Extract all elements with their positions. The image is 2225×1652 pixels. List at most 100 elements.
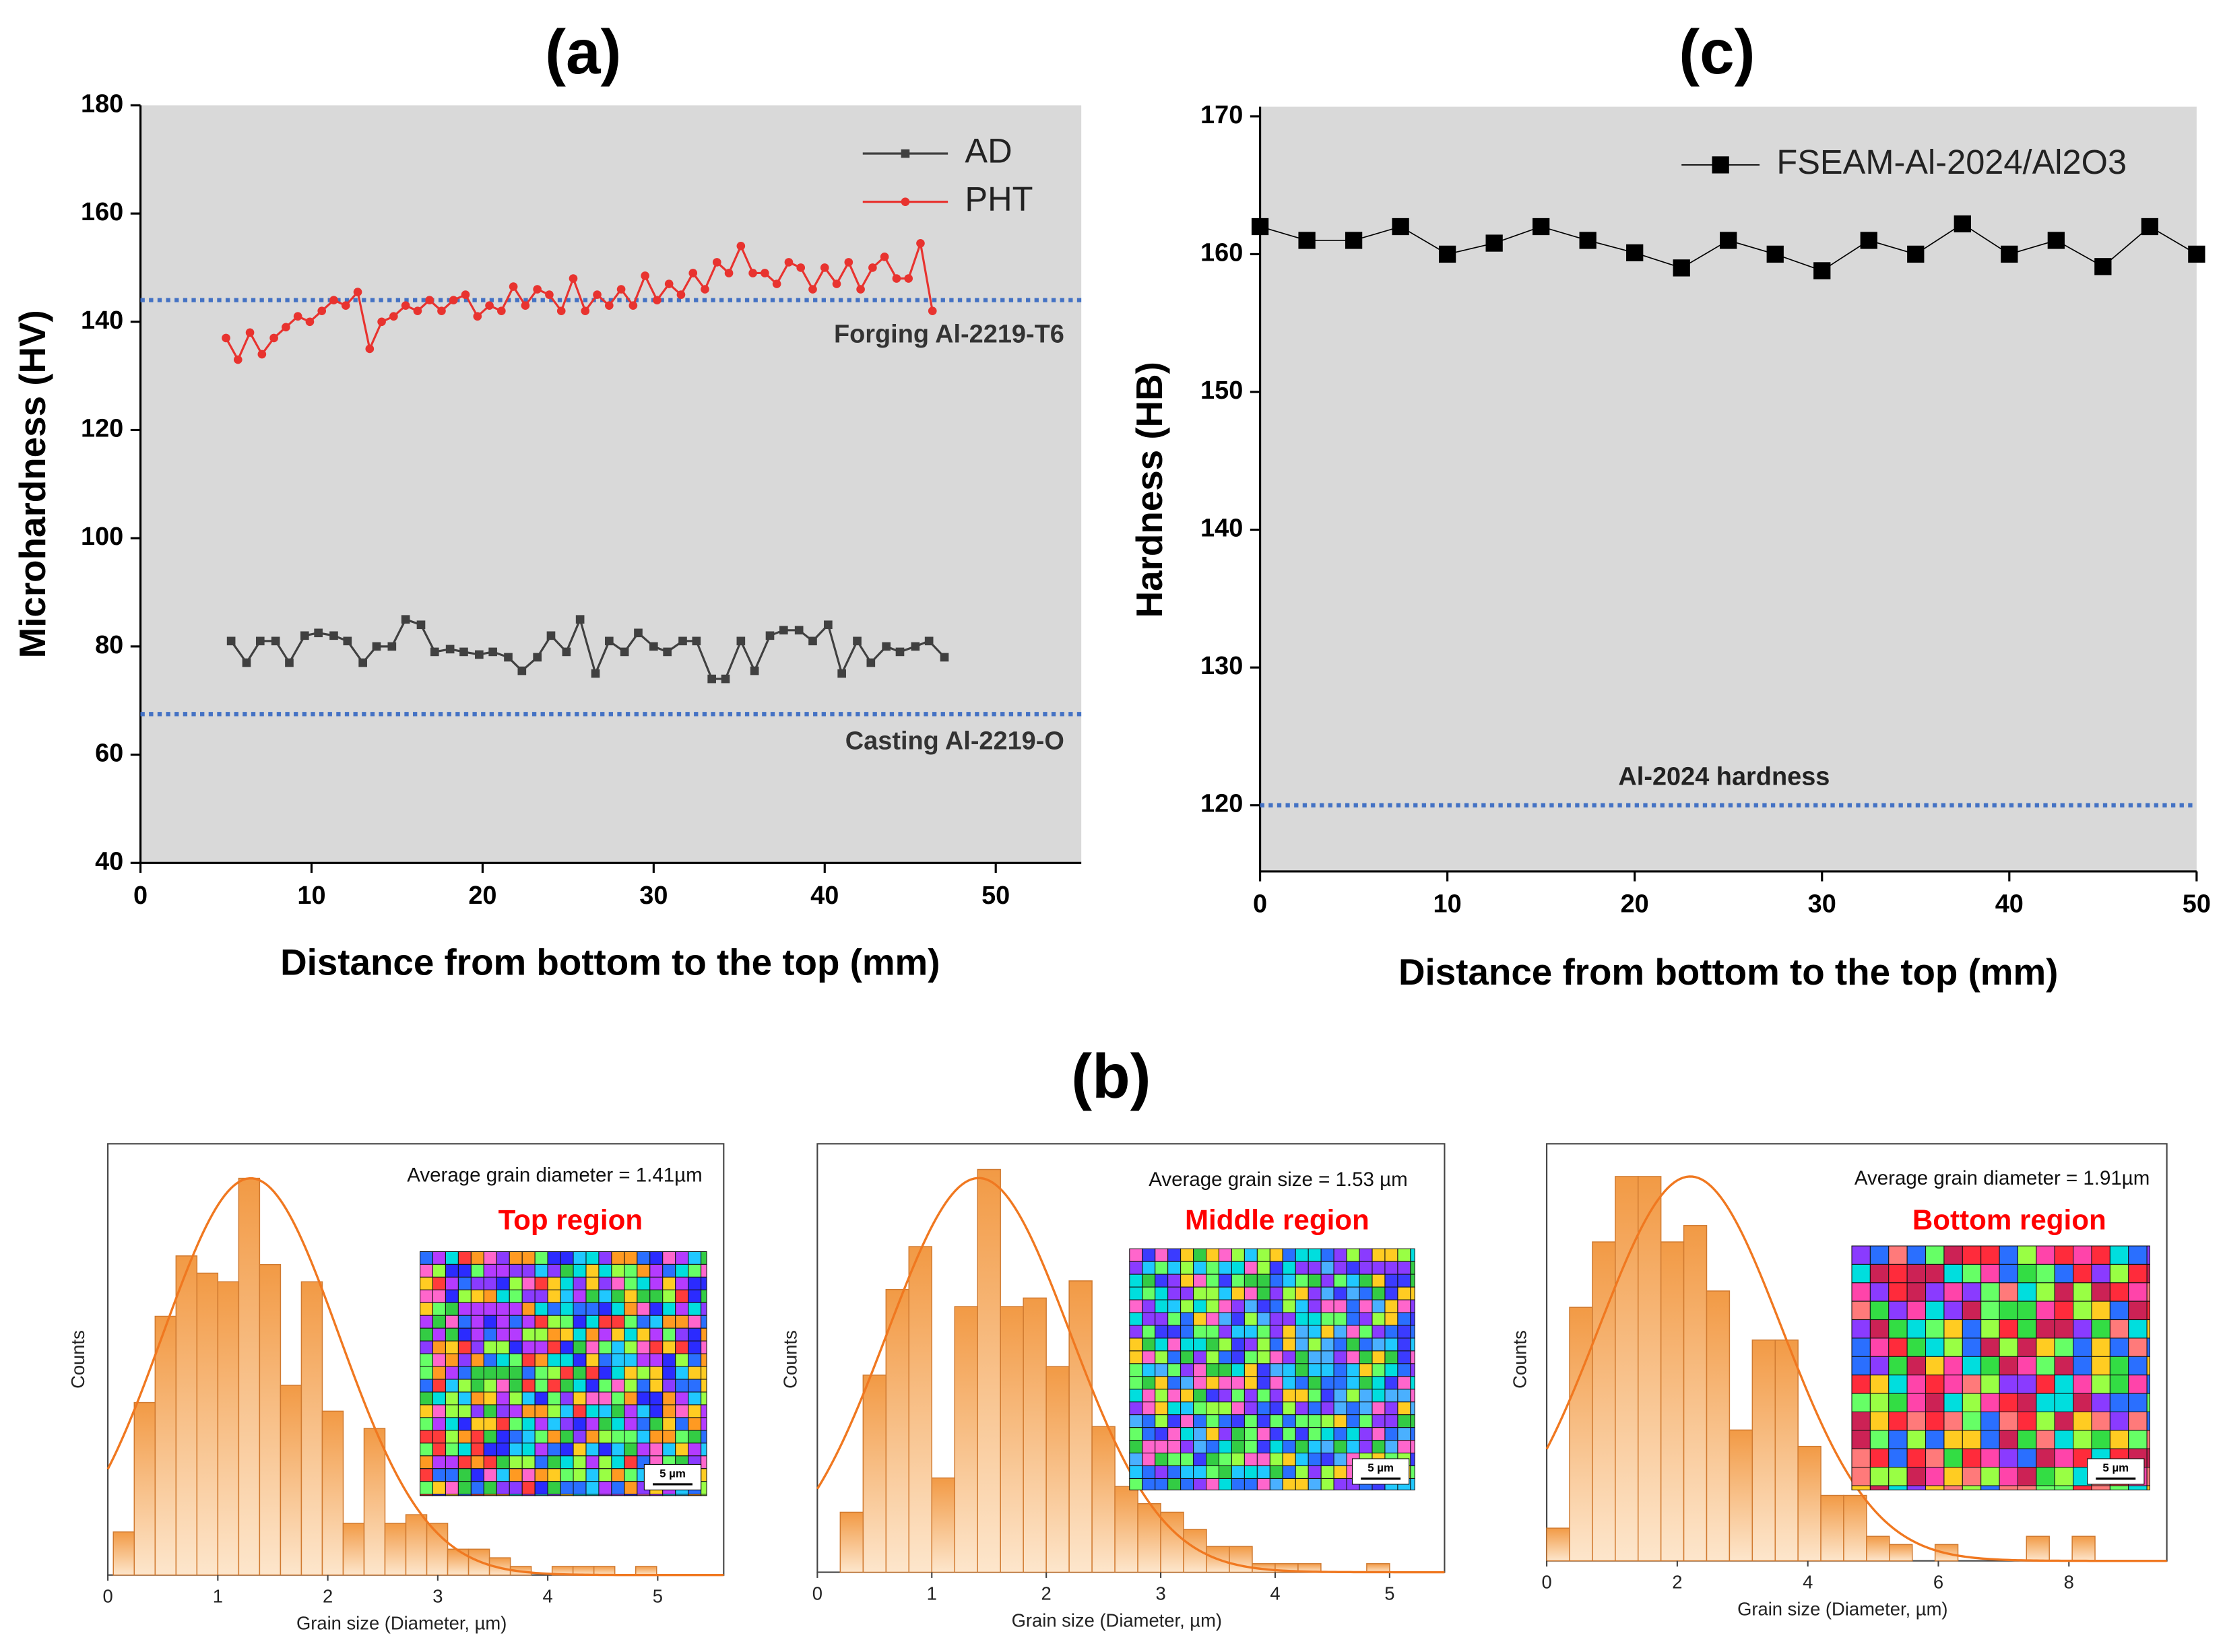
grain [1231, 1427, 1245, 1441]
grain [1308, 1337, 1322, 1352]
grain [521, 1340, 536, 1354]
grain [1888, 1337, 1908, 1357]
grain [1206, 1299, 1220, 1313]
data-point [329, 631, 338, 640]
grain [1384, 1274, 1398, 1288]
grain [585, 1327, 600, 1342]
grain [598, 1494, 612, 1496]
grain [637, 1443, 651, 1457]
grain [2109, 1282, 2129, 1302]
data-point [257, 350, 267, 359]
grain [1193, 1414, 1207, 1428]
histogram-bar [1615, 1176, 1639, 1562]
grain [1410, 1389, 1415, 1403]
histogram-bar [426, 1523, 449, 1576]
data-point [1251, 218, 1269, 236]
grain [1410, 1350, 1415, 1364]
grain [1193, 1350, 1207, 1364]
grain [1206, 1261, 1220, 1275]
grain [1142, 1427, 1156, 1441]
data-point [2047, 232, 2065, 249]
grain [573, 1340, 587, 1354]
grain [1142, 1478, 1156, 1490]
grain [1333, 1440, 1347, 1454]
grain [1943, 1448, 1963, 1468]
data-point [2094, 258, 2112, 275]
grain [1256, 1427, 1270, 1441]
histogram-bar [1683, 1225, 1708, 1562]
grain [2109, 1245, 2129, 1265]
grain [598, 1315, 612, 1329]
grain [1359, 1401, 1373, 1416]
grain [1888, 1282, 1908, 1302]
grain [1980, 1393, 2000, 1413]
grain [521, 1468, 536, 1482]
grain [1282, 1363, 1296, 1377]
data-point [389, 312, 398, 321]
grain [1851, 1411, 1871, 1431]
grain [1206, 1274, 1220, 1288]
grain [2036, 1300, 2055, 1321]
grain [1167, 1274, 1182, 1288]
histogram-bar [196, 1272, 219, 1576]
data-point [653, 296, 662, 304]
grain [2146, 1282, 2150, 1302]
grain [1180, 1465, 1194, 1480]
y-tick-label: 60 [95, 739, 123, 768]
data-point [724, 269, 734, 277]
grain [598, 1430, 612, 1444]
histogram-bar [977, 1168, 1001, 1573]
grain [573, 1251, 587, 1265]
grain [1256, 1440, 1270, 1454]
grain [598, 1263, 612, 1278]
grain [1231, 1440, 1245, 1454]
grain [1962, 1375, 1982, 1394]
grain [1308, 1478, 1322, 1490]
data-point [1485, 234, 1503, 252]
grain [662, 1379, 676, 1393]
grain [573, 1443, 587, 1457]
grain [1925, 1356, 1945, 1376]
x-tick-label: 30 [639, 882, 668, 910]
grain [573, 1315, 587, 1329]
data-point [808, 636, 817, 646]
grain [1269, 1478, 1283, 1490]
grain [419, 1302, 434, 1316]
histogram-bar [112, 1531, 135, 1576]
grain [2054, 1375, 2074, 1394]
grain [637, 1379, 651, 1393]
grain [1359, 1427, 1373, 1441]
grain [1888, 1300, 1908, 1321]
grain [1256, 1286, 1270, 1300]
grain [470, 1289, 484, 1303]
grain [470, 1481, 484, 1495]
data-point [461, 290, 470, 299]
grain [1999, 1263, 2018, 1284]
data-point [765, 631, 775, 640]
grain [1962, 1411, 1982, 1431]
grain [662, 1289, 676, 1303]
grain [2017, 1430, 2037, 1449]
grain [1999, 1411, 2018, 1431]
grain [2128, 1337, 2148, 1357]
grain [2017, 1375, 2037, 1394]
grain [1167, 1401, 1182, 1416]
grain [1206, 1389, 1220, 1403]
histogram-bar [1091, 1426, 1116, 1573]
grain [662, 1340, 676, 1354]
grain [496, 1391, 510, 1406]
grain [457, 1251, 472, 1265]
data-point [569, 274, 578, 283]
grain [1397, 1299, 1411, 1313]
grain [1295, 1248, 1309, 1262]
grain [1384, 1440, 1398, 1454]
grain [2128, 1263, 2148, 1284]
grain [1180, 1325, 1194, 1339]
data-point [488, 647, 497, 657]
grain [496, 1289, 510, 1303]
grain [1308, 1312, 1322, 1326]
grain [509, 1494, 523, 1496]
grain [2146, 1319, 2150, 1339]
grain [547, 1468, 561, 1482]
grain [585, 1340, 600, 1354]
